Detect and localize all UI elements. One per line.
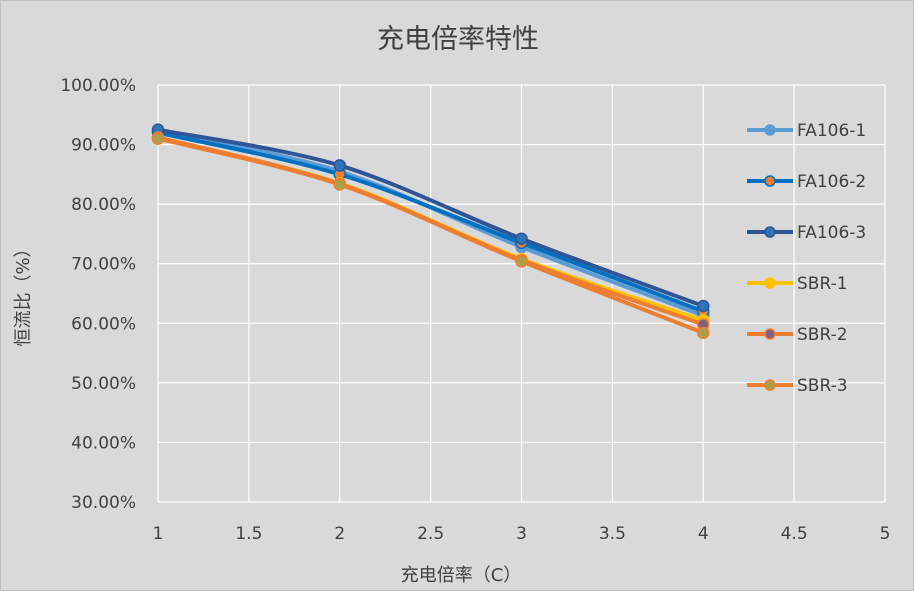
legend-marker — [764, 124, 776, 136]
data-point — [515, 255, 528, 268]
legend-item: SBR-1 — [747, 274, 848, 294]
series-line — [156, 127, 706, 309]
series-FA106-3 — [151, 123, 710, 313]
series-SBR-3 — [151, 132, 710, 340]
data-point — [333, 159, 346, 172]
legend-item: FA106-2 — [747, 172, 866, 192]
y-tick-label: 80.00% — [71, 195, 136, 215]
legend-marker — [764, 277, 776, 289]
x-tick-label: 1.5 — [235, 524, 262, 544]
series-lines — [151, 123, 710, 340]
legend-item: SBR-3 — [747, 376, 848, 396]
legend-label: FA106-1 — [797, 121, 866, 141]
legend-label: FA106-3 — [797, 223, 866, 243]
data-point — [151, 132, 165, 145]
legend: FA106-1 FA106-2 FA106-3 SBR-1 SBR-2 SBR-3 — [747, 121, 866, 396]
legend-marker — [764, 328, 776, 340]
x-tick-label: 2 — [334, 524, 345, 544]
data-point — [515, 232, 528, 245]
y-tick-label: 40.00% — [71, 433, 136, 453]
legend-item: SBR-2 — [747, 325, 848, 345]
x-tick-label: 3 — [516, 524, 527, 544]
chart-title: 充电倍率特性 — [377, 24, 539, 55]
legend-label: SBR-3 — [797, 376, 848, 396]
legend-label: SBR-2 — [797, 325, 848, 345]
legend-item: FA106-1 — [747, 121, 866, 141]
legend-marker — [764, 379, 776, 391]
data-point — [697, 299, 710, 313]
data-point — [333, 178, 346, 191]
y-tick-label: 30.00% — [71, 493, 136, 513]
y-tick-label: 90.00% — [71, 136, 136, 156]
legend-label: FA106-2 — [797, 172, 866, 192]
series-line — [156, 130, 706, 314]
tick-labels: 1 1.5 2 2.5 3 3.5 4 4.5 5 30.00% 40.00% 50.00% 60.00… — [60, 76, 890, 544]
x-tick-label: 2.5 — [417, 524, 444, 544]
y-tick-label: 100.00% — [60, 76, 136, 96]
legend-marker — [764, 175, 776, 187]
legend-marker — [764, 226, 776, 238]
legend-label: SBR-1 — [797, 274, 848, 294]
x-axis-title: 充电倍率（C） — [401, 565, 522, 586]
legend-item: FA106-3 — [747, 223, 866, 243]
x-tick-label: 1 — [153, 524, 164, 544]
y-axis-title: 恒流比（%） — [13, 239, 34, 346]
x-tick-label: 5 — [880, 524, 891, 544]
data-point — [697, 326, 710, 340]
y-tick-label: 60.00% — [71, 314, 136, 334]
series-line — [156, 136, 706, 335]
x-tick-label: 3.5 — [599, 524, 626, 544]
y-tick-label: 70.00% — [71, 255, 136, 275]
y-tick-label: 50.00% — [71, 374, 136, 394]
x-tick-label: 4.5 — [781, 524, 808, 544]
x-tick-label: 4 — [698, 524, 709, 544]
